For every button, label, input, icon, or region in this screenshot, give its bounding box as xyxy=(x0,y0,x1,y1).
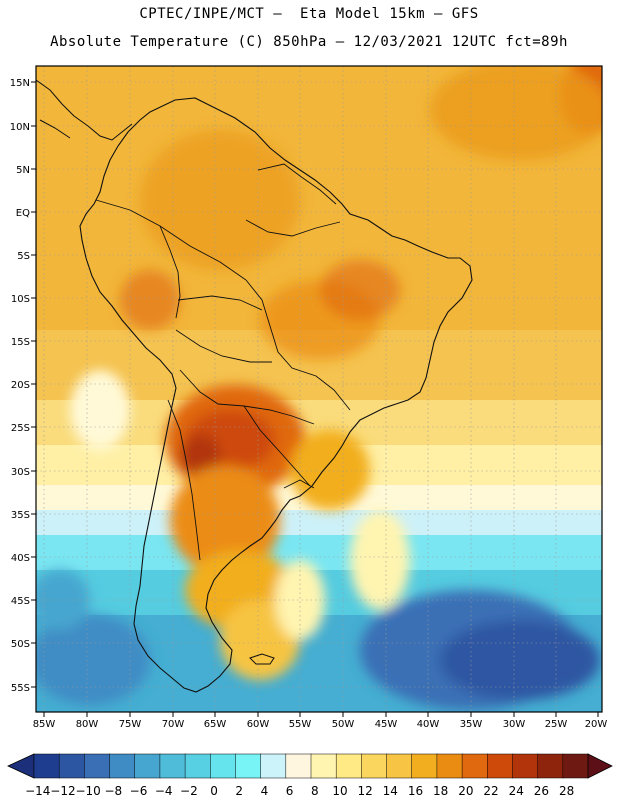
lat-label: 25S xyxy=(11,423,30,434)
colorbar-swatch xyxy=(386,753,413,779)
colorbar-label: 0 xyxy=(210,784,218,798)
lon-label: 20W xyxy=(585,719,608,730)
lon-label: 75W xyxy=(119,719,142,730)
colorbar-swatch xyxy=(159,753,186,779)
colorbar-swatch xyxy=(260,753,287,779)
lon-label: 55W xyxy=(289,719,312,730)
lat-label: 10N xyxy=(10,122,30,133)
colorbar-label: 6 xyxy=(286,784,294,798)
lon-label: 65W xyxy=(204,719,227,730)
longitude-labels: 85W 80W 75W 70W 65W 60W 55W 50W 45W 40W … xyxy=(33,719,608,730)
lon-label: 85W xyxy=(33,719,56,730)
colorbar: −14 −12 −10 −8 −6 −4 −2 0 2 4 6 8 10 12 14 16 18 20 22 24 26… xyxy=(7,753,613,798)
axis-ticks xyxy=(31,81,599,717)
colorbar-label: 26 xyxy=(534,784,549,798)
colorbar-swatch xyxy=(235,753,262,779)
colorbar-swatch xyxy=(210,753,237,779)
colorbar-arrow-left xyxy=(7,753,35,779)
colorbar-swatch xyxy=(361,753,388,779)
colorbar-label: 20 xyxy=(458,784,473,798)
colorbar-swatch xyxy=(285,753,312,779)
colorbar-swatch xyxy=(184,753,212,779)
colorbar-label: 18 xyxy=(433,784,448,798)
colorbar-label: 8 xyxy=(311,784,319,798)
colorbar-label: 14 xyxy=(383,784,398,798)
colorbar-label: 28 xyxy=(559,784,574,798)
falkland-islands xyxy=(249,653,275,665)
lon-label: 80W xyxy=(76,719,99,730)
lat-label: 30S xyxy=(11,467,30,478)
colorbar-arrow-right xyxy=(587,753,613,779)
lat-label: 55S xyxy=(11,683,30,694)
lat-label: 40S xyxy=(11,553,30,564)
lat-label: 15S xyxy=(11,337,30,348)
colorbar-label: 16 xyxy=(408,784,423,798)
lat-label: 15N xyxy=(10,78,30,89)
lat-label: 5N xyxy=(16,165,30,176)
lat-label: 35S xyxy=(11,510,30,521)
lon-label: 50W xyxy=(332,719,355,730)
lat-label: 50S xyxy=(11,639,30,650)
central-america-coastline xyxy=(36,79,133,141)
colorbar-swatch xyxy=(335,753,363,779)
colorbar-swatch xyxy=(84,753,111,779)
lon-label: 25W xyxy=(545,719,568,730)
colorbar-label: 10 xyxy=(332,784,347,798)
latitude-labels: 15N 10N 5N EQ 5S 10S 15S 20S 25S 30S 35S… xyxy=(10,78,30,694)
colorbar-label: 12 xyxy=(358,784,373,798)
colorbar-label: −2 xyxy=(180,784,198,798)
country-borders xyxy=(95,163,351,561)
colorbar-swatch xyxy=(109,753,136,779)
colorbar-swatch xyxy=(310,753,337,779)
lon-label: 45W xyxy=(375,719,398,730)
colorbar-swatch xyxy=(487,753,514,779)
colorbar-swatch xyxy=(537,753,564,779)
lon-label: 35W xyxy=(460,719,483,730)
lat-label: EQ xyxy=(16,208,30,219)
lon-label: 40W xyxy=(417,719,440,730)
colorbar-swatch xyxy=(436,753,463,779)
title-line-1: CPTEC/INPE/MCT – Eta Model 15km – GFS xyxy=(139,6,479,22)
colorbar-swatch xyxy=(562,753,589,779)
colorbar-label: −4 xyxy=(155,784,173,798)
colorbar-swatch xyxy=(134,753,161,779)
colorbar-label: 24 xyxy=(509,784,524,798)
lon-label: 30W xyxy=(503,719,526,730)
lat-label: 20S xyxy=(11,380,30,391)
colorbar-label: 4 xyxy=(261,784,269,798)
colorbar-label: 22 xyxy=(483,784,498,798)
colorbar-label: −6 xyxy=(130,784,148,798)
colorbar-swatch xyxy=(512,753,539,779)
colorbar-label: −12 xyxy=(50,784,75,798)
colorbar-swatch xyxy=(461,753,489,779)
colorbar-swatch xyxy=(33,753,60,779)
colorbar-label: −14 xyxy=(25,784,50,798)
colorbar-label: −8 xyxy=(104,784,122,798)
colorbar-swatch xyxy=(58,753,86,779)
colorbar-swatch xyxy=(411,753,438,779)
colorbar-label: −10 xyxy=(75,784,100,798)
lon-label: 70W xyxy=(162,719,185,730)
lat-label: 45S xyxy=(11,596,30,607)
temperature-field xyxy=(36,66,602,712)
south-america-coastline xyxy=(79,97,473,693)
plot-frame xyxy=(35,65,603,713)
lat-label: 5S xyxy=(17,251,30,262)
lat-label: 10S xyxy=(11,294,30,305)
lon-label: 60W xyxy=(247,719,270,730)
colorbar-label: 2 xyxy=(235,784,243,798)
title-line-2: Absolute Temperature (C) 850hPa – 12/03/… xyxy=(50,34,568,50)
